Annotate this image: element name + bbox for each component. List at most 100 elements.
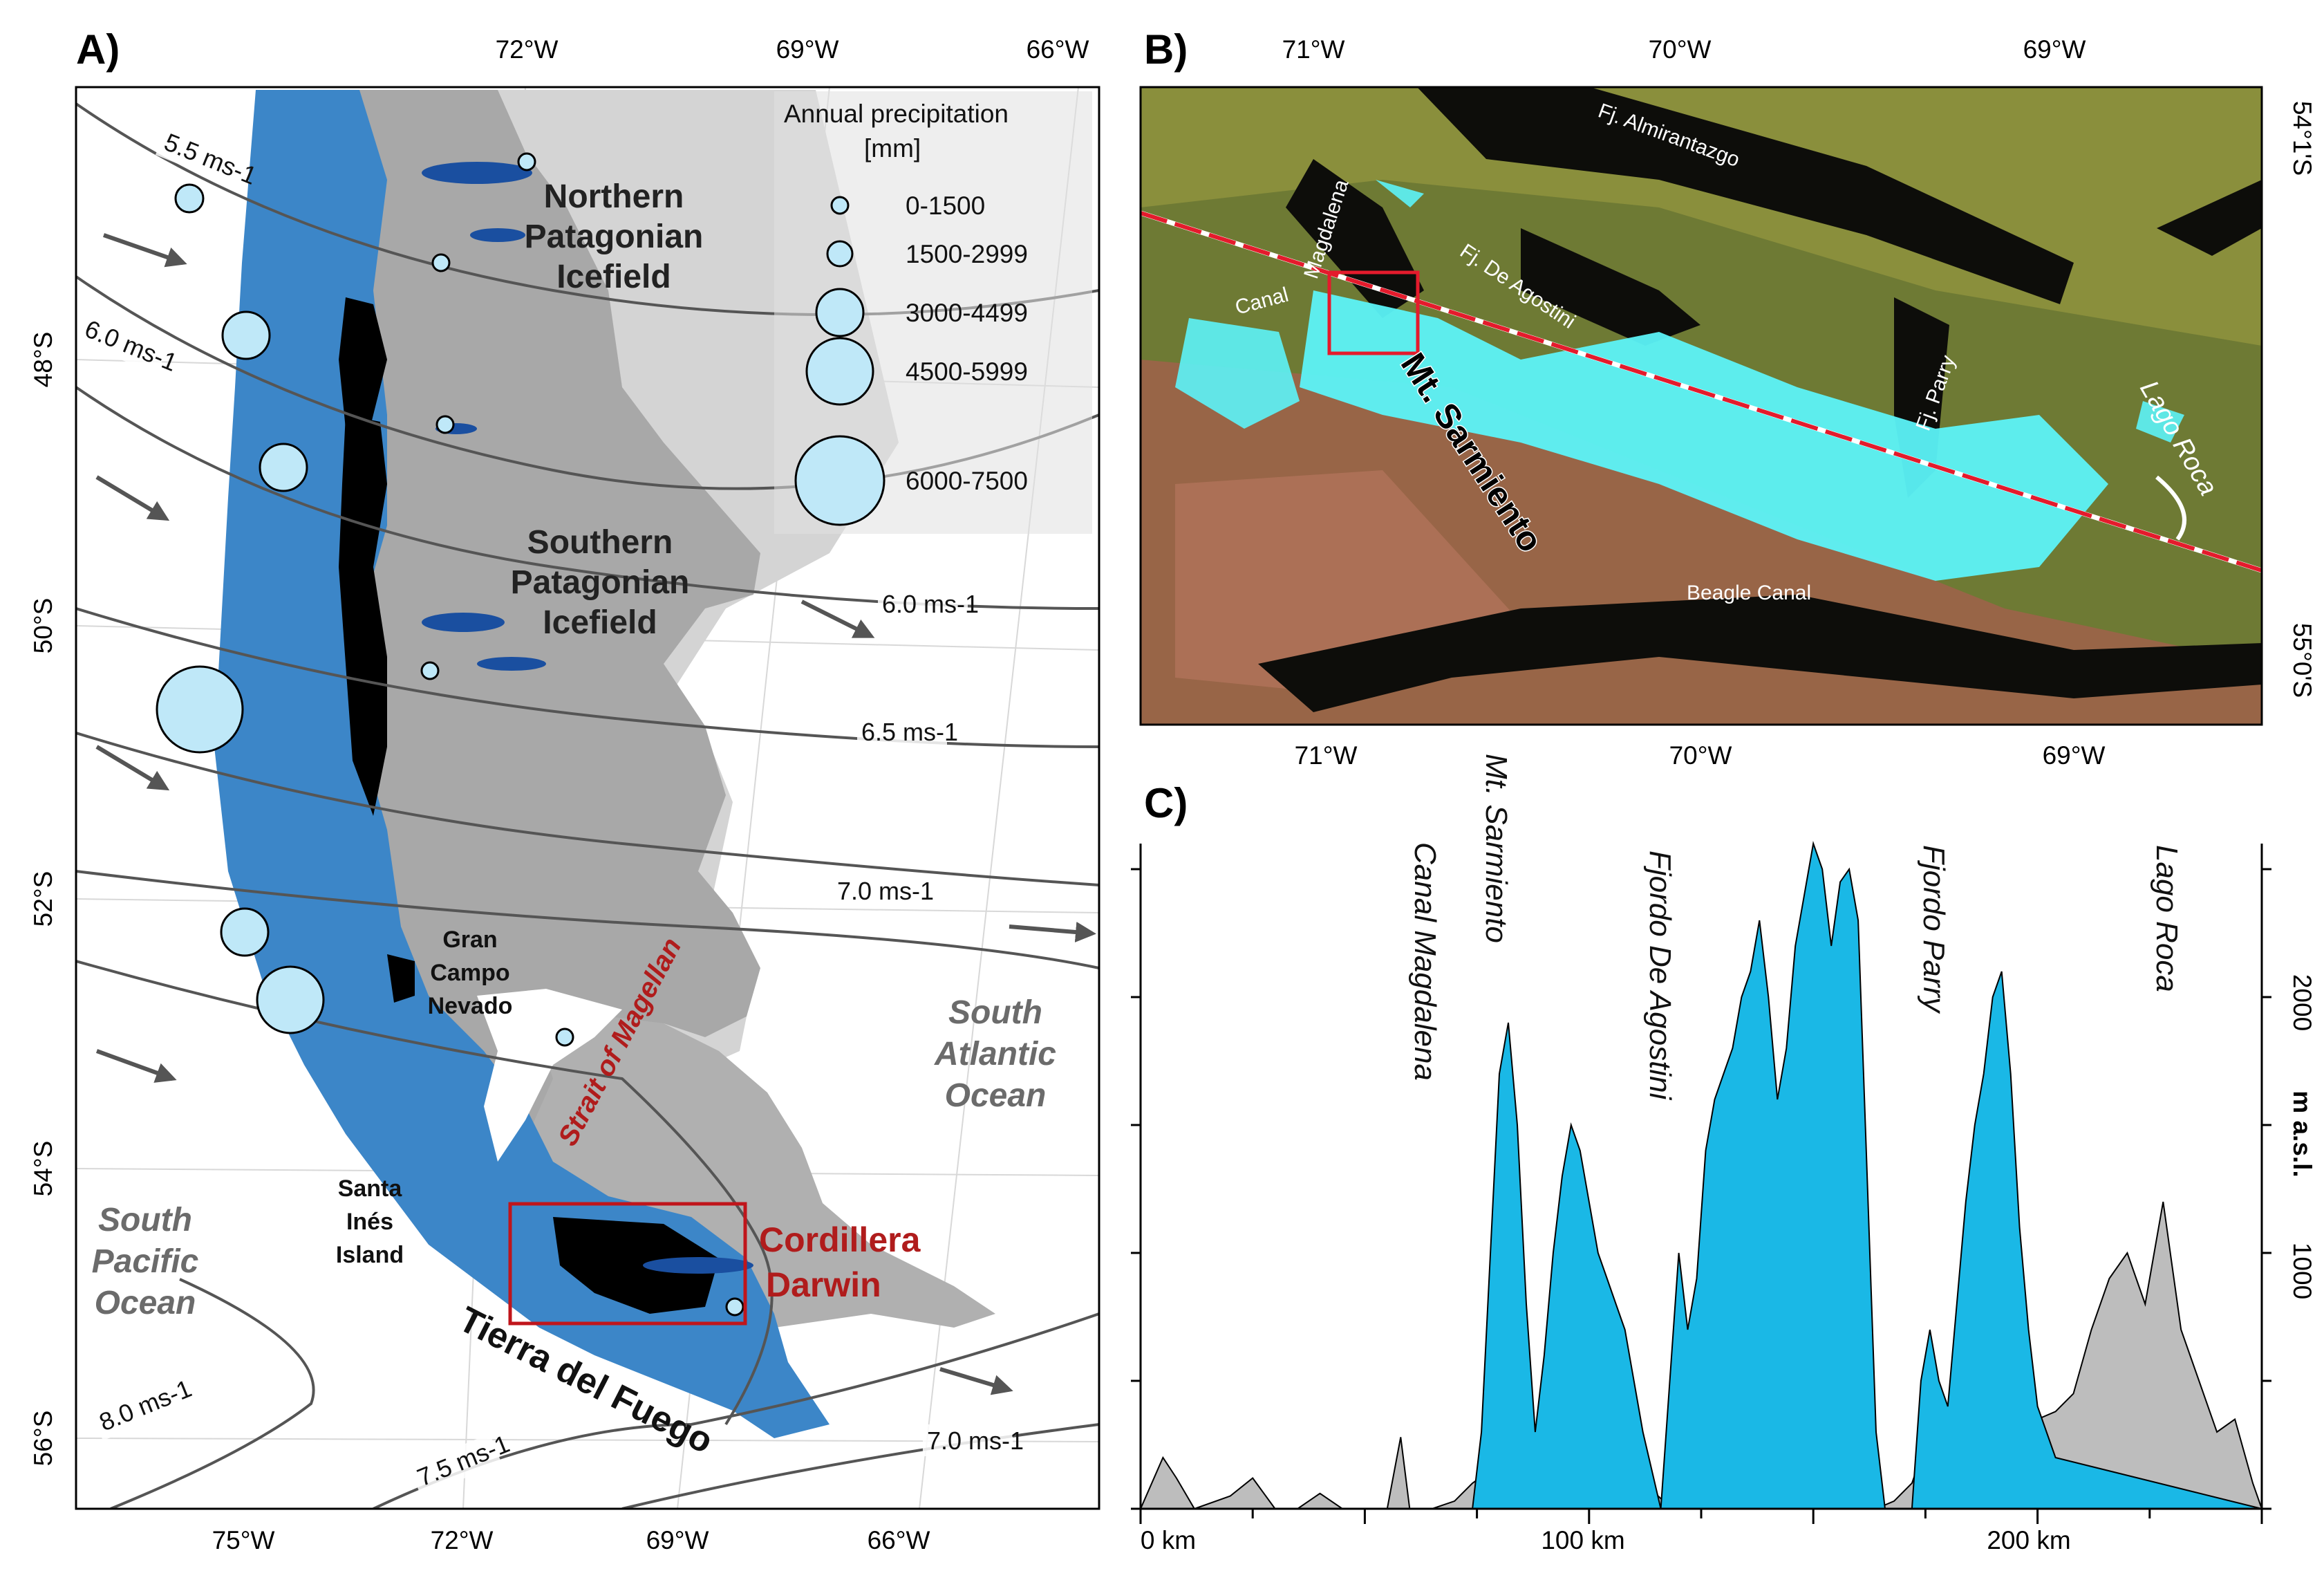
panel-a-lat-ticks: 48°S 50°S 52°S 54°S 56°S (29, 332, 57, 1467)
panel-b-top-ticks: 71°W 70°W 69°W (1282, 35, 2086, 64)
cd-ice (553, 1217, 719, 1314)
wind-label-8: 7.0 ms-1 (923, 1424, 1024, 1456)
spi-label-2: Patagonian (511, 564, 690, 601)
precip-bubbles (156, 152, 744, 1317)
svg-text:69°W: 69°W (646, 1526, 709, 1554)
svg-text:66°W: 66°W (1027, 35, 1089, 64)
label-mt-sarmiento: Mt. Sarmiento (1479, 754, 1513, 943)
fjords (1258, 87, 2262, 712)
svg-text:50°S: 50°S (29, 598, 57, 654)
strait-water (477, 989, 622, 1162)
wind-arrows (95, 233, 1096, 1395)
legend-bubble-1 (830, 196, 850, 215)
panel-c: C) 0 km 100 km 200 km 2000 1000 m a.s.l.… (1131, 754, 2316, 1554)
panel-a: A) (29, 26, 1100, 1554)
pacific-label-2: Pacific (92, 1243, 199, 1280)
svg-text:54°S: 54°S (29, 1141, 57, 1197)
profile-y-labels: 2000 1000 m a.s.l. (2288, 974, 2316, 1299)
profile-chart (1139, 841, 2263, 1510)
svg-text:7.0 ms-1: 7.0 ms-1 (837, 877, 934, 905)
ice-area (1141, 841, 2262, 1509)
svg-text:48°S: 48°S (29, 332, 57, 388)
panel-a-label: A) (76, 26, 120, 73)
atlantic-label-3: Ocean (945, 1077, 1047, 1114)
panel-c-label: C) (1144, 780, 1188, 826)
legend-item-3: 3000-4499 (906, 299, 1028, 327)
legend-bubble-3 (815, 288, 865, 337)
svg-text:71°W: 71°W (1282, 35, 1345, 64)
svg-text:54°1'S: 54°1'S (2288, 101, 2316, 176)
panel-b: B) (1139, 26, 2316, 770)
svg-text:69°W: 69°W (2043, 741, 2106, 770)
svg-text:71°W: 71°W (1295, 741, 1358, 770)
legend-unit: [mm] (864, 134, 921, 162)
label-fjordo-parry: Fjordo Parry (1917, 845, 1951, 1014)
sii-label-3: Island (336, 1242, 404, 1268)
svg-text:7.0 ms-1: 7.0 ms-1 (927, 1426, 1024, 1455)
panel-a-frame (75, 86, 1100, 1510)
transect-line (1141, 211, 2262, 573)
svg-text:72°W: 72°W (431, 1526, 494, 1554)
profile-y-unit: m a.s.l. (2288, 1090, 2316, 1177)
panel-b-right-ticks: 54°1'S 55°0'S (2288, 101, 2316, 698)
wind-label-4: 6.5 ms-1 (857, 716, 958, 747)
svg-text:6.0 ms-1: 6.0 ms-1 (882, 590, 979, 618)
lago-roca-marker (2155, 475, 2186, 541)
panel-b-frame (1139, 86, 2263, 726)
svg-text:72°W: 72°W (496, 35, 559, 64)
gcn-label-1: Gran (442, 927, 497, 953)
svg-text:6.5 ms-1: 6.5 ms-1 (861, 718, 958, 746)
profile-ticks (1131, 868, 2271, 1524)
spi-label-3: Icefield (543, 604, 657, 641)
legend-bubble-2 (826, 240, 854, 268)
panel-a-top-ticks: 72°W 69°W 66°W (496, 35, 1089, 64)
svg-text:55°0'S: 55°0'S (2288, 623, 2316, 698)
npi-label-2: Patagonian (525, 219, 704, 255)
svg-text:69°W: 69°W (776, 35, 839, 64)
precip-legend: Annual precipitation [mm] 0-1500 1500-29… (774, 91, 1092, 534)
gcn-label-2: Campo (430, 960, 509, 986)
lakes (422, 162, 753, 1274)
wind-label-5: 7.0 ms-1 (833, 875, 934, 907)
svg-text:52°S: 52°S (29, 871, 57, 927)
legend-item-1: 0-1500 (906, 192, 985, 220)
svg-text:56°S: 56°S (29, 1411, 57, 1467)
legend-item-4: 4500-5999 (906, 357, 1028, 386)
spi-label-1: Southern (527, 524, 673, 561)
svg-text:1000: 1000 (2288, 1243, 2316, 1299)
svg-text:0 km: 0 km (1141, 1526, 1196, 1554)
legend-bubble-4 (805, 337, 874, 406)
atlantic-label-1: South (948, 994, 1042, 1031)
svg-text:70°W: 70°W (1649, 35, 1712, 64)
legend-title: Annual precipitation (784, 100, 1009, 128)
svg-text:100 km: 100 km (1541, 1526, 1624, 1554)
svg-text:70°W: 70°W (1669, 741, 1732, 770)
label-beagle: Beagle Canal (1687, 582, 1811, 604)
profile-feature-labels: Canal Magdalena Mt. Sarmiento Fjordo De … (1408, 754, 2184, 1101)
panel-a-bottom-ticks: 75°W 72°W 69°W 66°W (212, 1526, 930, 1554)
cordillera-darwin-box (508, 1202, 747, 1326)
legend-item-2: 1500-2999 (906, 240, 1028, 268)
label-canal-magdalena: Canal Magdalena (1408, 842, 1442, 1081)
svg-text:75°W: 75°W (212, 1526, 275, 1554)
sii-label-1: Santa (338, 1175, 403, 1202)
npi-label-3: Icefield (556, 259, 671, 295)
pacific-label-3: Ocean (95, 1285, 196, 1321)
gcn-ice (387, 954, 415, 1003)
profile-x-labels: 0 km 100 km 200 km (1141, 1526, 2071, 1554)
npi-label-1: Northern (544, 178, 684, 215)
atlantic-label-2: Atlantic (934, 1036, 1056, 1072)
spi-ice (339, 415, 387, 816)
gcn-label-3: Nevado (428, 993, 513, 1019)
sii-label-2: Inés (346, 1209, 393, 1235)
cordillera-label-2: Darwin (766, 1265, 881, 1304)
label-lago-roca: Lago Roca (2150, 845, 2184, 992)
pacific-label-1: South (98, 1202, 192, 1238)
svg-text:200 km: 200 km (1987, 1526, 2070, 1554)
panel-b-label: B) (1144, 26, 1188, 73)
wind-label-3: 6.0 ms-1 (878, 588, 979, 620)
inset-box (1327, 270, 1420, 355)
svg-text:2000: 2000 (2288, 974, 2316, 1031)
panel-b-bottom-ticks: 71°W 70°W 69°W (1295, 741, 2106, 770)
